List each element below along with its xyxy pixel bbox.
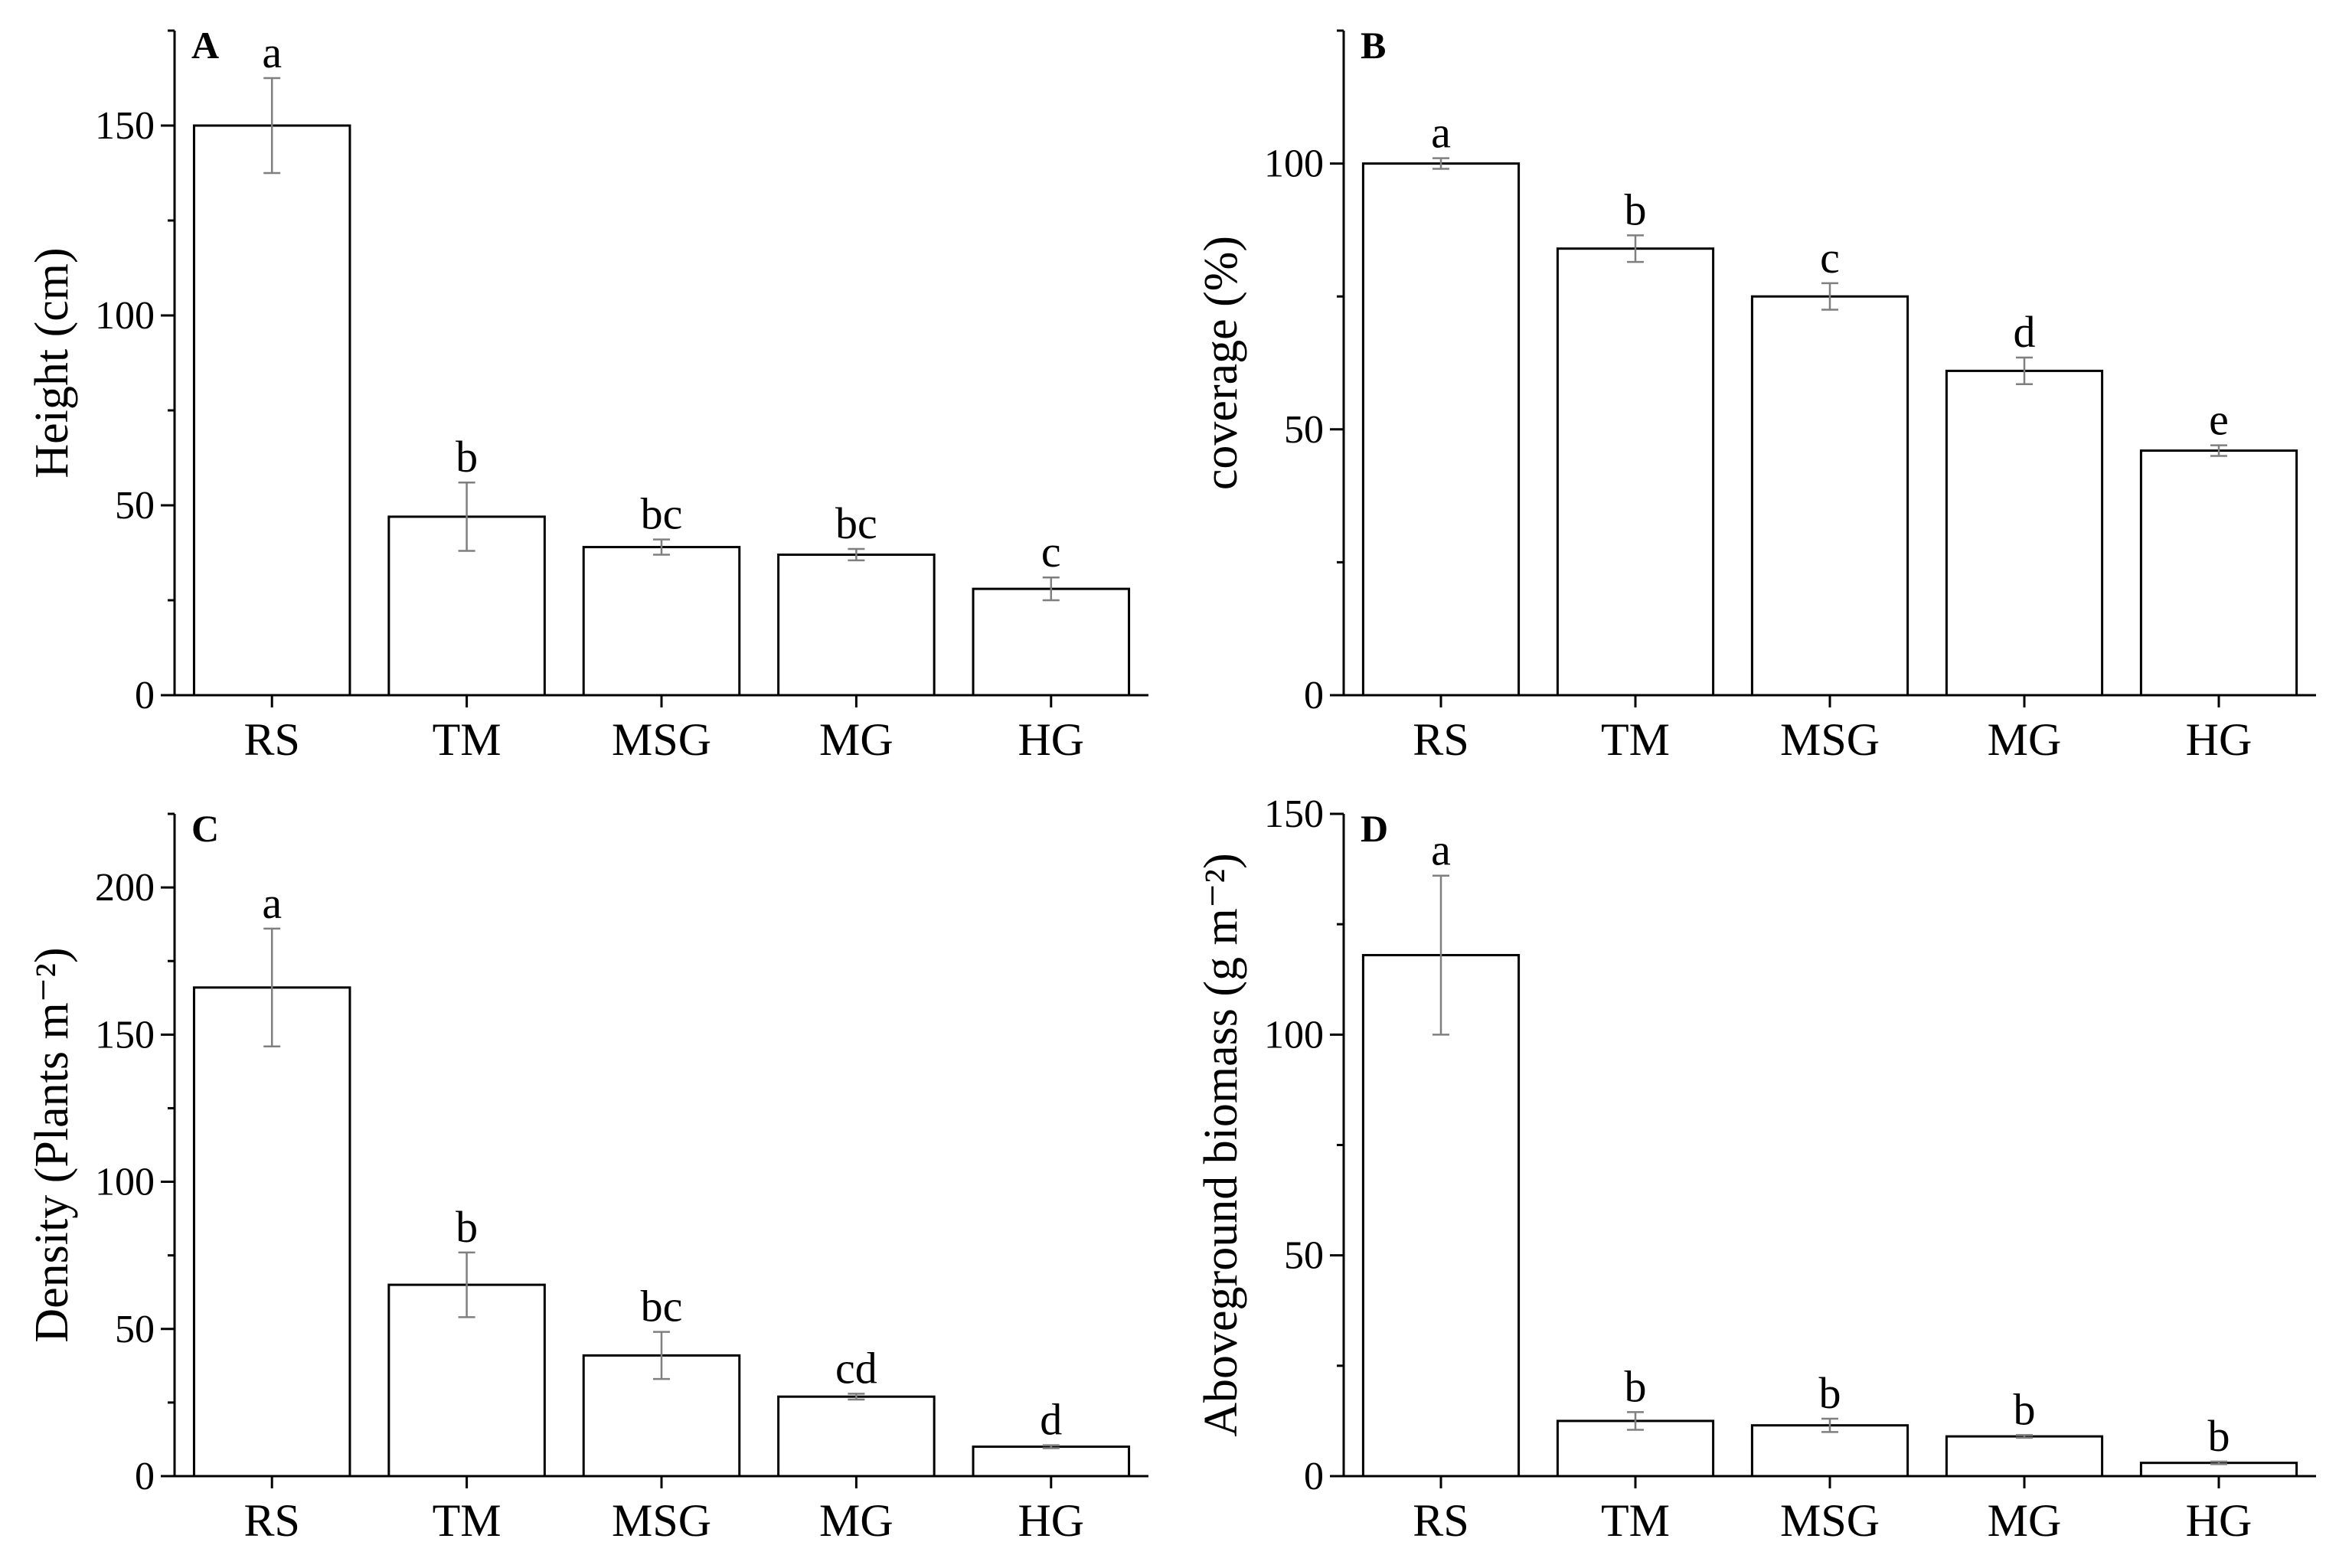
y-tick-label: 150 <box>95 104 155 148</box>
y-tick-label: 100 <box>95 1161 155 1204</box>
category-label: MG <box>819 1495 893 1546</box>
category-label: HG <box>1018 1495 1084 1546</box>
bar-mg <box>1945 369 2104 697</box>
bar-mg <box>777 553 936 697</box>
significance-label: a <box>1431 825 1451 875</box>
bar-mg <box>1945 1435 2104 1478</box>
category-label: MSG <box>1780 714 1880 765</box>
y-tick-label: 0 <box>1304 1455 1324 1498</box>
y-tick-label: 0 <box>135 1455 155 1498</box>
significance-label: d <box>2014 307 2036 357</box>
significance-label: d <box>1040 1395 1062 1445</box>
panel-letter: D <box>1361 807 1388 850</box>
significance-label: b <box>1625 185 1647 234</box>
category-label: MSG <box>1780 1495 1880 1546</box>
category-label: MG <box>1988 714 2062 765</box>
significance-label: c <box>1041 527 1061 577</box>
y-tick-label: 100 <box>1264 1013 1324 1057</box>
category-label: HG <box>2186 714 2252 765</box>
panel-c: 0 50 100 150 200 a RS b TM bc MSG cd MG d HG C Density (… <box>26 807 1148 1546</box>
significance-label: cd <box>835 1343 877 1393</box>
y-axis-title: coverage (%) <box>1195 236 1247 490</box>
y-tick-label: 50 <box>115 484 155 528</box>
category-label: TM <box>433 714 501 765</box>
significance-label: e <box>2209 395 2229 445</box>
y-tick-label: 150 <box>95 1013 155 1057</box>
category-label: RS <box>1413 1495 1468 1546</box>
bar-rs <box>192 124 351 697</box>
bar-msg <box>1750 295 1909 697</box>
y-tick-label: 0 <box>135 674 155 717</box>
y-axis-title: Aboveground biomass (g m⁻²) <box>1195 853 1247 1437</box>
bar-msg <box>582 546 741 697</box>
category-label: RS <box>244 714 300 765</box>
significance-label: c <box>1820 233 1840 283</box>
category-label: TM <box>1601 1495 1670 1546</box>
significance-label: b <box>2208 1411 2230 1461</box>
category-label: HG <box>1018 714 1084 765</box>
bar-hg <box>972 587 1131 697</box>
y-axis-title: Density (Plants m⁻²) <box>26 947 78 1342</box>
y-tick-label: 50 <box>115 1308 155 1351</box>
significance-label: b <box>1819 1368 1841 1418</box>
bar-hg <box>972 1446 1131 1478</box>
panel-letter: C <box>191 807 219 850</box>
y-tick-label: 0 <box>1304 674 1324 717</box>
category-label: TM <box>1601 714 1670 765</box>
significance-label: a <box>262 28 282 77</box>
significance-label: b <box>456 432 478 482</box>
bar-hg <box>2139 449 2298 697</box>
bar-rs <box>1361 162 1521 697</box>
bar-tm <box>1556 247 1715 697</box>
y-tick-label: 50 <box>1284 408 1324 452</box>
panel-letter: A <box>191 24 219 67</box>
category-label: RS <box>1413 714 1468 765</box>
category-label: MSG <box>612 714 711 765</box>
y-axis-title: Height (cm) <box>26 247 78 478</box>
y-tick-label: 200 <box>95 866 155 910</box>
y-tick-label: 50 <box>1284 1234 1324 1278</box>
y-tick-label: 100 <box>1264 142 1324 186</box>
significance-label: b <box>456 1202 478 1252</box>
bar-rs <box>192 986 351 1478</box>
category-label: TM <box>433 1495 501 1546</box>
category-label: MG <box>819 714 893 765</box>
significance-label: a <box>1431 108 1451 158</box>
bar-mg <box>777 1395 936 1478</box>
significance-label: bc <box>835 498 877 548</box>
category-label: RS <box>244 1495 300 1546</box>
significance-label: b <box>2014 1384 2036 1434</box>
panel-d: 0 50 100 150 a RS b TM b MSG b MG b HG D Aboveground bi… <box>1195 792 2316 1546</box>
category-label: MG <box>1988 1495 2062 1546</box>
panel-a: 0 50 100 150 a RS b TM bc MSG bc MG c HG A Height (cm) <box>26 24 1148 765</box>
bar-msg <box>1750 1424 1909 1478</box>
bar-rs <box>1361 954 1521 1478</box>
panel-letter: B <box>1361 24 1386 67</box>
significance-label: a <box>262 878 282 928</box>
category-label: HG <box>2186 1495 2252 1546</box>
significance-label: bc <box>641 1282 683 1331</box>
significance-label: bc <box>641 489 683 539</box>
y-tick-label: 100 <box>95 294 155 338</box>
category-label: MSG <box>612 1495 711 1546</box>
significance-label: b <box>1625 1361 1647 1411</box>
y-tick-label: 150 <box>1264 792 1324 836</box>
